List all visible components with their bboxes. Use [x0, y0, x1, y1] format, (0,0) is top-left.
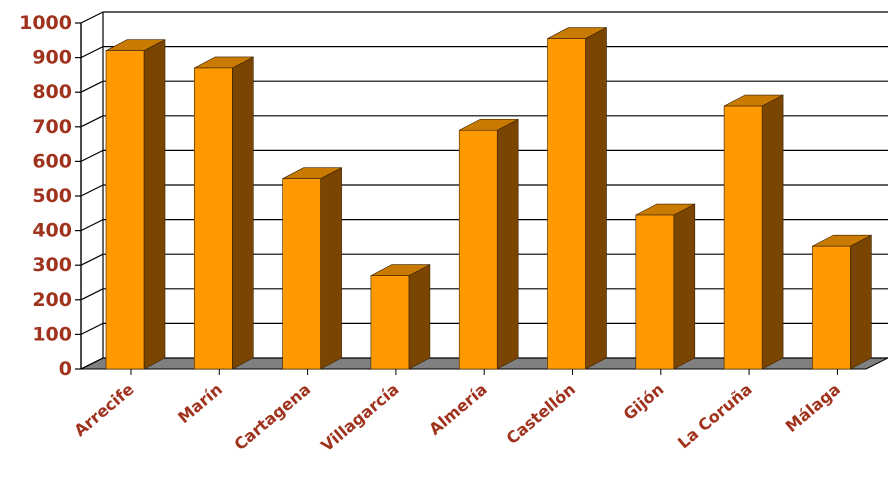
bar-side — [673, 203, 696, 370]
bar — [105, 50, 145, 370]
y-tick-label: 100 — [32, 323, 72, 345]
x-category-label: Cartagena — [230, 380, 314, 455]
bar — [458, 129, 498, 370]
x-category-label: Arrecife — [70, 379, 137, 440]
gridline-depth — [80, 80, 104, 93]
bar-side — [232, 56, 254, 370]
gridline-depth — [80, 149, 104, 162]
bar-side — [850, 234, 872, 370]
bars-layer — [105, 27, 872, 370]
y-tick-label: 500 — [32, 185, 72, 207]
y-tick-label: 1000 — [19, 12, 72, 34]
bar-side — [320, 167, 342, 370]
y-tick-label: 400 — [32, 220, 72, 242]
x-category-label: La Coruña — [674, 380, 756, 453]
x-category-label: Gijón — [620, 380, 668, 424]
bar-side — [143, 39, 166, 370]
x-category-label: Castellón — [503, 380, 580, 448]
gridline-depth — [80, 357, 104, 370]
x-category-label: Marín — [174, 380, 226, 428]
bar — [547, 38, 586, 370]
y-tick-label: 0 — [59, 358, 72, 380]
bar-side — [496, 118, 519, 370]
gridline-depth — [80, 11, 104, 24]
y-tick-label: 800 — [32, 81, 72, 103]
gridline-depth — [80, 46, 104, 59]
bar — [194, 67, 233, 370]
x-category-label: Almería — [425, 380, 491, 439]
y-tick-label: 900 — [32, 47, 72, 69]
gridline-depth — [80, 115, 104, 128]
bar — [282, 178, 321, 370]
bar-side — [761, 94, 784, 370]
bar-side — [408, 264, 431, 370]
bar-side — [585, 27, 607, 370]
y-tick-label: 300 — [32, 254, 72, 276]
gridline-depth — [80, 253, 104, 266]
x-category-label: Málaga — [782, 380, 844, 436]
bar — [723, 105, 763, 370]
y-tick-label: 700 — [32, 116, 72, 138]
gridline-depth — [80, 288, 104, 301]
y-tick-label: 600 — [32, 150, 72, 172]
y-tick-label: 200 — [32, 289, 72, 311]
bar — [812, 245, 851, 370]
x-category-label: Villagarcía — [317, 380, 402, 456]
bar — [635, 214, 675, 370]
gridline-depth — [80, 184, 104, 197]
gridline-depth — [80, 322, 104, 335]
bar — [370, 275, 410, 370]
gridline-depth — [80, 219, 104, 232]
